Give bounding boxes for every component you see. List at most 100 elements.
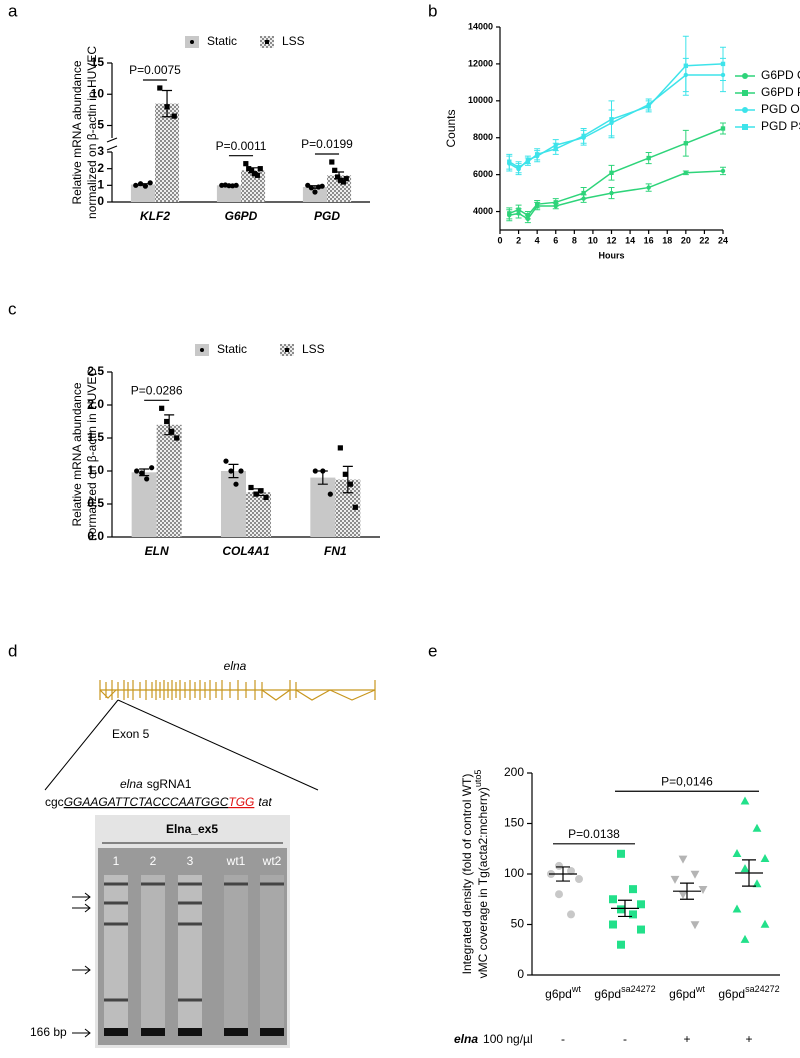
point [629, 910, 637, 919]
point [670, 875, 680, 884]
y-tick-label: 4000 [473, 206, 493, 216]
point [305, 182, 311, 188]
point [253, 491, 259, 497]
x-tick-label: g6pdsa24272 [718, 984, 779, 1001]
y-axis-label: normalized on β-actin in HUVEC [85, 46, 99, 219]
point [327, 491, 333, 497]
lane-label: wt2 [262, 854, 282, 868]
panel-label: e [428, 641, 437, 660]
y-tick-label: 2.0 [87, 397, 104, 411]
point [312, 468, 318, 474]
point [720, 168, 726, 174]
legend-label: PGD OS [761, 102, 800, 116]
arrows [72, 892, 91, 1038]
point [617, 940, 625, 949]
bar [156, 424, 182, 537]
legend-label: PGD PS [761, 119, 800, 133]
seq-suffix: tat [258, 795, 272, 809]
point [164, 418, 170, 425]
gene-name: elna [224, 659, 247, 673]
point [134, 468, 140, 474]
bar [130, 184, 155, 202]
treatment-gene: elna [454, 1032, 478, 1046]
x-tick-label: 4 [535, 235, 540, 245]
point [629, 885, 637, 894]
point [609, 117, 614, 122]
point [555, 861, 563, 870]
y-axis-label: Relative mRNA abundance [70, 382, 84, 526]
x-tick-label: 2 [516, 235, 521, 245]
point [646, 155, 651, 161]
legend-label: Static [207, 34, 237, 48]
point [678, 891, 688, 899]
point [352, 504, 358, 510]
treatment-sign: - [623, 1032, 627, 1046]
point [525, 213, 531, 218]
p-value: P=0.0199 [301, 137, 353, 151]
x-tick-label: 8 [572, 235, 577, 245]
legend-label: G6PD OS [761, 68, 800, 82]
point [690, 921, 700, 930]
panel-label: a [8, 1, 18, 20]
x-tick-label: COL4A1 [222, 544, 270, 558]
x-tick-label-main: g6pd [594, 987, 621, 1001]
bands [104, 882, 284, 1002]
y-tick-label: 200 [504, 765, 524, 779]
legend-label: Static [217, 342, 247, 356]
bar [216, 185, 241, 202]
p-value: P=0.0286 [131, 383, 183, 397]
zoom-lines [44, 699, 319, 791]
point [698, 885, 708, 894]
p-value: P=0.0011 [216, 139, 267, 153]
lane [178, 875, 202, 1035]
x-axis-label: Hours [598, 250, 624, 260]
y-axis-label: Relative mRNA abundance [70, 60, 84, 204]
point [609, 170, 614, 175]
point [581, 133, 586, 139]
lane-label: wt1 [226, 854, 246, 868]
point [319, 183, 325, 189]
point [683, 63, 689, 68]
guide-label: elna sgRNA1 [120, 777, 192, 791]
point [347, 481, 353, 487]
series-line [508, 63, 724, 169]
point [637, 925, 645, 934]
point [740, 934, 750, 943]
point [144, 476, 150, 482]
x-tick-label-sup: wt [571, 984, 581, 994]
point [257, 166, 263, 172]
x-tick-label-main: g6pd [545, 987, 572, 1001]
point [246, 166, 252, 172]
point [248, 167, 255, 173]
p-value: P=0.0138 [568, 827, 620, 841]
point [507, 159, 512, 164]
lane [141, 875, 165, 1035]
y-tick-label: 2 [97, 161, 104, 175]
point [507, 211, 512, 216]
point [516, 165, 521, 170]
point [169, 428, 175, 434]
point [732, 849, 742, 857]
lane-label: 3 [187, 854, 194, 868]
point [683, 170, 689, 175]
point [265, 40, 269, 44]
point [308, 185, 314, 191]
x-tick-label: 22 [699, 235, 709, 245]
y-tick-label: 0 [97, 194, 104, 208]
treatment-sign: + [683, 1032, 690, 1046]
y-tick-label: 2.5 [87, 364, 104, 378]
point [567, 866, 575, 875]
gel: Elna_ex5 1 2 3 wt1 wt2 166 bp [30, 815, 290, 1048]
point [609, 895, 617, 904]
x-tick-label: ELN [145, 544, 169, 558]
error-bar [162, 89, 173, 118]
point [617, 905, 625, 914]
x-tick-label: g6pdsa24272 [594, 984, 655, 1001]
point [752, 823, 762, 832]
x-tick-label: 6 [553, 235, 558, 245]
point [575, 875, 583, 884]
point [534, 152, 540, 157]
point [200, 348, 204, 352]
legend-label: LSS [282, 34, 305, 48]
point [190, 40, 194, 44]
